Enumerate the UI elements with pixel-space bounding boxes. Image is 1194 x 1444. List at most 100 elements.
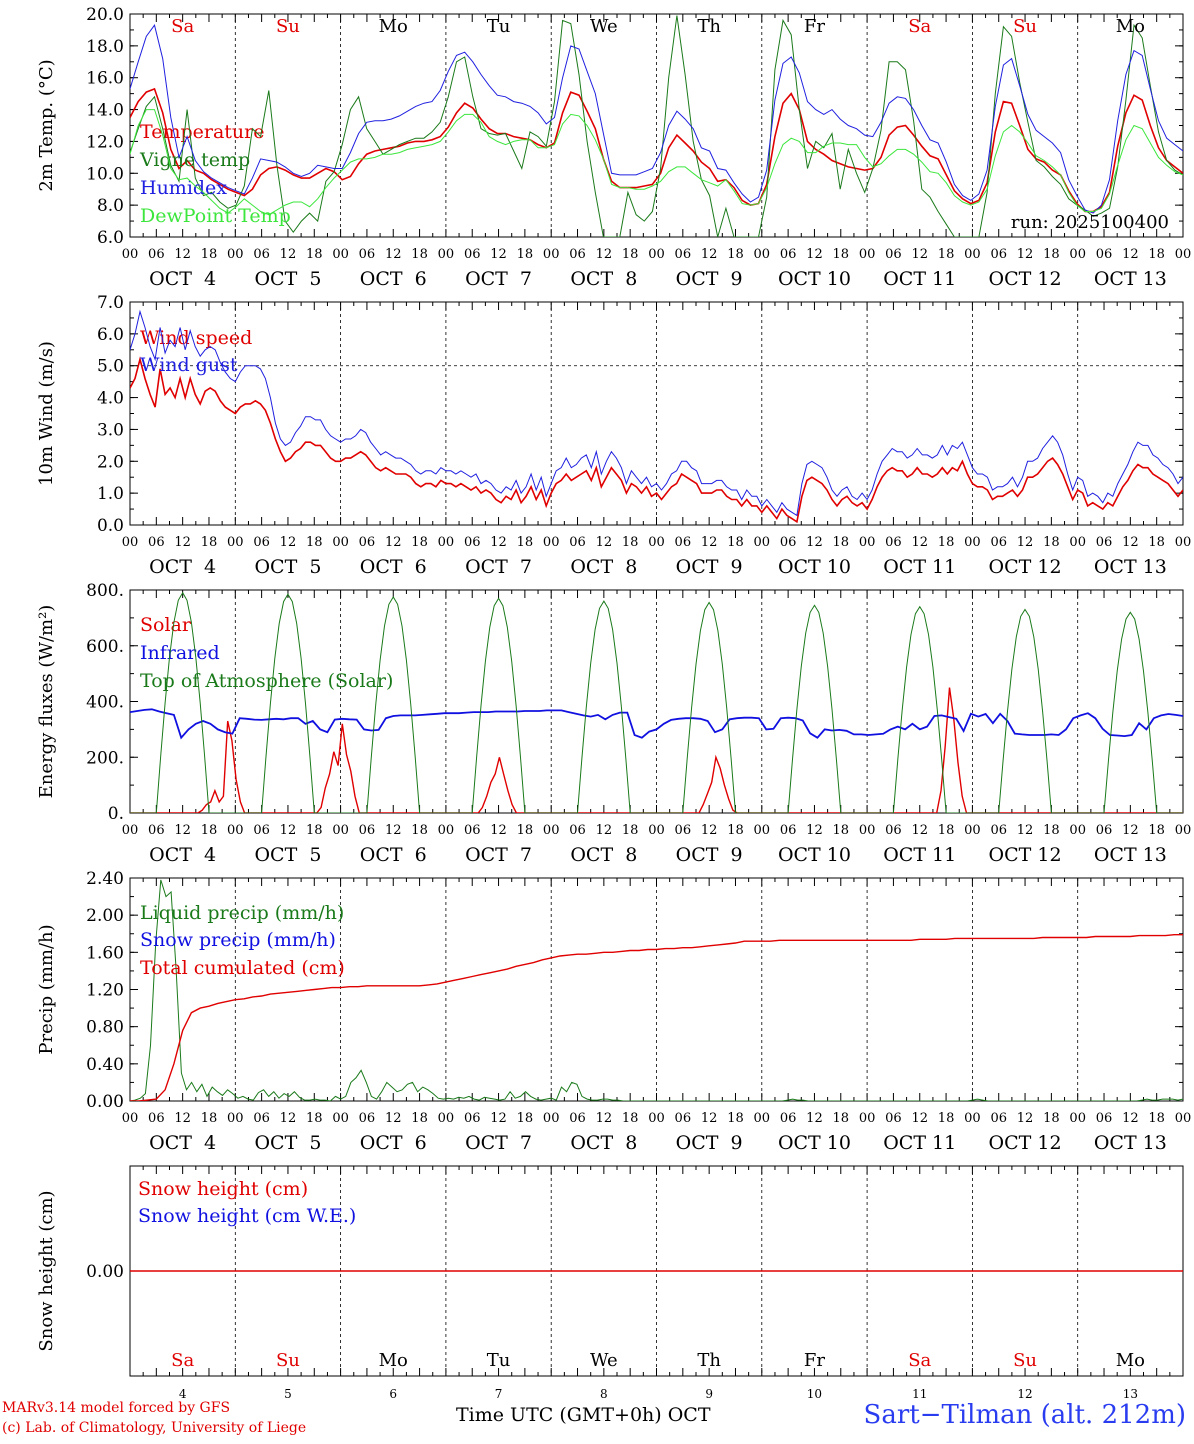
date-label: OCT 6 <box>360 1132 427 1154</box>
hour-tick-label: 06 <box>359 247 376 262</box>
hour-tick-label: 18 <box>517 1111 534 1126</box>
weekday-label: Mo <box>1116 1350 1145 1371</box>
y-tick-label: 0. <box>108 804 124 824</box>
hour-tick-label: 12 <box>1017 1111 1034 1126</box>
hour-tick-label: 12 <box>911 535 928 550</box>
hour-tick-label: 12 <box>806 535 823 550</box>
panel-temp: 6.0 8.0 10.0 12.0 14.0 16.0 18.0 20.0 2m Temp. (… <box>36 5 1191 290</box>
y-tick-label: 600. <box>86 637 124 657</box>
hour-tick-label: 06 <box>780 1111 797 1126</box>
hour-tick-label: 06 <box>359 535 376 550</box>
hour-tick-label: 06 <box>464 247 481 262</box>
hour-tick-label: 06 <box>253 1111 270 1126</box>
y-tick-label: 7.0 <box>97 293 124 313</box>
series-line-temperature <box>130 87 1183 213</box>
series-line-liquid-precip-mm-h- <box>130 879 1183 1101</box>
hour-tick-label: 18 <box>201 1111 218 1126</box>
hour-tick-label: 18 <box>411 1111 428 1126</box>
day-number-label: 8 <box>600 1387 608 1401</box>
hour-tick-label: 18 <box>517 535 534 550</box>
hour-tick-label: 06 <box>253 823 270 838</box>
hour-tick-label: 18 <box>1148 247 1165 262</box>
plot-frame <box>129 589 1184 814</box>
y-tick-label: 3.0 <box>97 420 124 440</box>
hour-tick-label: 06 <box>675 1111 692 1126</box>
y-axis-label: 10m Wind (m/s) <box>36 341 57 486</box>
weekday-label: Mo <box>379 16 408 37</box>
hour-tick-label: 18 <box>622 1111 639 1126</box>
weekday-label: Th <box>697 16 721 37</box>
plot-frame <box>129 301 1184 526</box>
hour-tick-label: 00 <box>332 1111 349 1126</box>
hour-tick-label: 00 <box>1069 1111 1086 1126</box>
y-axis-label: Snow height (cm) <box>36 1190 57 1351</box>
hour-tick-label: 18 <box>727 247 744 262</box>
hour-tick-label: 12 <box>1017 823 1034 838</box>
hour-tick-label: 00 <box>754 535 771 550</box>
date-label: OCT 13 <box>1094 1132 1167 1154</box>
hour-tick-label: 00 <box>964 1111 981 1126</box>
day-number-label: 7 <box>495 1387 503 1401</box>
hour-tick-label: 06 <box>675 823 692 838</box>
hour-tick-label: 18 <box>622 535 639 550</box>
weekday-label: Su <box>276 16 300 37</box>
hour-tick-label: 18 <box>833 535 850 550</box>
day-number-label: 6 <box>389 1387 397 1401</box>
series-line-wind-gust <box>130 309 1183 517</box>
hour-tick-label: 06 <box>359 1111 376 1126</box>
hour-tick-label: 06 <box>885 535 902 550</box>
day-number-label: 10 <box>807 1387 822 1401</box>
date-label: OCT 8 <box>570 1132 637 1154</box>
hour-tick-label: 18 <box>517 823 534 838</box>
hour-tick-label: 12 <box>174 535 191 550</box>
date-label: OCT 7 <box>465 556 532 578</box>
hour-tick-label: 06 <box>148 247 165 262</box>
hour-tick-label: 00 <box>648 247 665 262</box>
hour-tick-label: 00 <box>438 535 455 550</box>
day-number-label: 13 <box>1123 1387 1138 1401</box>
legend-entry: Wind speed <box>140 327 252 349</box>
hour-tick-label: 12 <box>1017 535 1034 550</box>
hour-tick-label: 12 <box>911 247 928 262</box>
series-line-dewpoint-temp <box>130 109 1183 216</box>
weekday-label: Sa <box>171 16 194 37</box>
series-line-top-of-atmosphere-solar- <box>130 591 1183 813</box>
hour-tick-label: 12 <box>1122 1111 1139 1126</box>
hour-tick-label: 00 <box>1175 823 1192 838</box>
legend-entry: Wind gust <box>140 354 238 376</box>
y-tick-label: 0.0 <box>97 516 124 536</box>
weekday-label: Fr <box>804 1350 825 1371</box>
hour-tick-label: 06 <box>1096 247 1113 262</box>
hour-tick-label: 00 <box>122 1111 139 1126</box>
hour-tick-label: 00 <box>859 823 876 838</box>
y-tick-label: 5.0 <box>97 357 124 377</box>
series-line-vigne-temp <box>130 15 1183 237</box>
hour-tick-label: 12 <box>1122 535 1139 550</box>
y-tick-label: 0.00 <box>86 1092 124 1112</box>
hour-tick-label: 12 <box>911 823 928 838</box>
weekday-label: Tu <box>487 1350 511 1371</box>
hour-tick-label: 06 <box>359 823 376 838</box>
y-tick-label: 8.0 <box>97 196 124 216</box>
hour-tick-label: 18 <box>622 247 639 262</box>
date-label: OCT 10 <box>778 268 851 290</box>
hour-tick-label: 00 <box>964 535 981 550</box>
hour-tick-label: 00 <box>543 823 560 838</box>
hour-tick-label: 18 <box>727 823 744 838</box>
hour-tick-label: 12 <box>490 823 507 838</box>
date-label: OCT 10 <box>778 844 851 866</box>
hour-tick-label: 18 <box>1043 535 1060 550</box>
y-tick-label: 4.0 <box>97 389 124 409</box>
date-label: OCT 9 <box>676 1132 743 1154</box>
hour-tick-label: 06 <box>780 247 797 262</box>
hour-tick-label: 18 <box>306 247 323 262</box>
hour-tick-label: 06 <box>780 823 797 838</box>
date-label: OCT 4 <box>149 1132 216 1154</box>
date-label: OCT 5 <box>254 556 321 578</box>
y-axis-label: 2m Temp. (°C) <box>36 59 57 191</box>
day-number-label: 9 <box>705 1387 713 1401</box>
hour-tick-label: 12 <box>911 1111 928 1126</box>
hour-tick-label: 18 <box>411 823 428 838</box>
date-label: OCT 5 <box>254 844 321 866</box>
date-label: OCT 4 <box>149 556 216 578</box>
